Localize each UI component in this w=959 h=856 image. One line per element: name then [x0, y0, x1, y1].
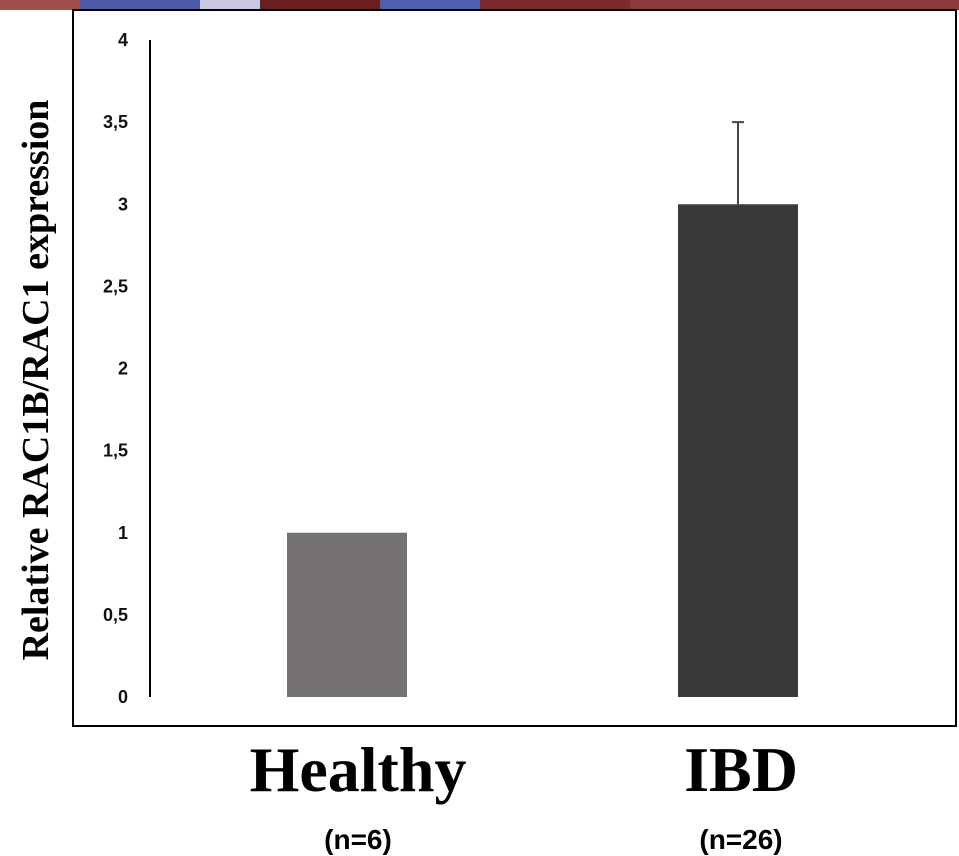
y-tick-label: 2,5 — [103, 276, 128, 296]
y-tick-label: 3,5 — [103, 112, 128, 132]
y-tick-label: 2 — [118, 359, 128, 379]
category-count: (n=26) — [684, 824, 798, 856]
y-tick-label: 0 — [118, 687, 128, 707]
category-label: IBD — [684, 738, 798, 802]
y-tick-label: 4 — [118, 30, 128, 50]
category-count: (n=6) — [250, 824, 467, 856]
bar-ibd — [678, 204, 798, 697]
y-tick-label: 0,5 — [103, 605, 128, 625]
y-tick-label: 1 — [118, 523, 128, 543]
category-ibd: IBD (n=26) — [684, 738, 798, 856]
y-tick-label: 1,5 — [103, 441, 128, 461]
category-healthy: Healthy (n=6) — [250, 738, 467, 856]
bar-healthy — [287, 533, 407, 697]
y-tick-label: 3 — [118, 194, 128, 214]
category-label: Healthy — [250, 738, 467, 802]
